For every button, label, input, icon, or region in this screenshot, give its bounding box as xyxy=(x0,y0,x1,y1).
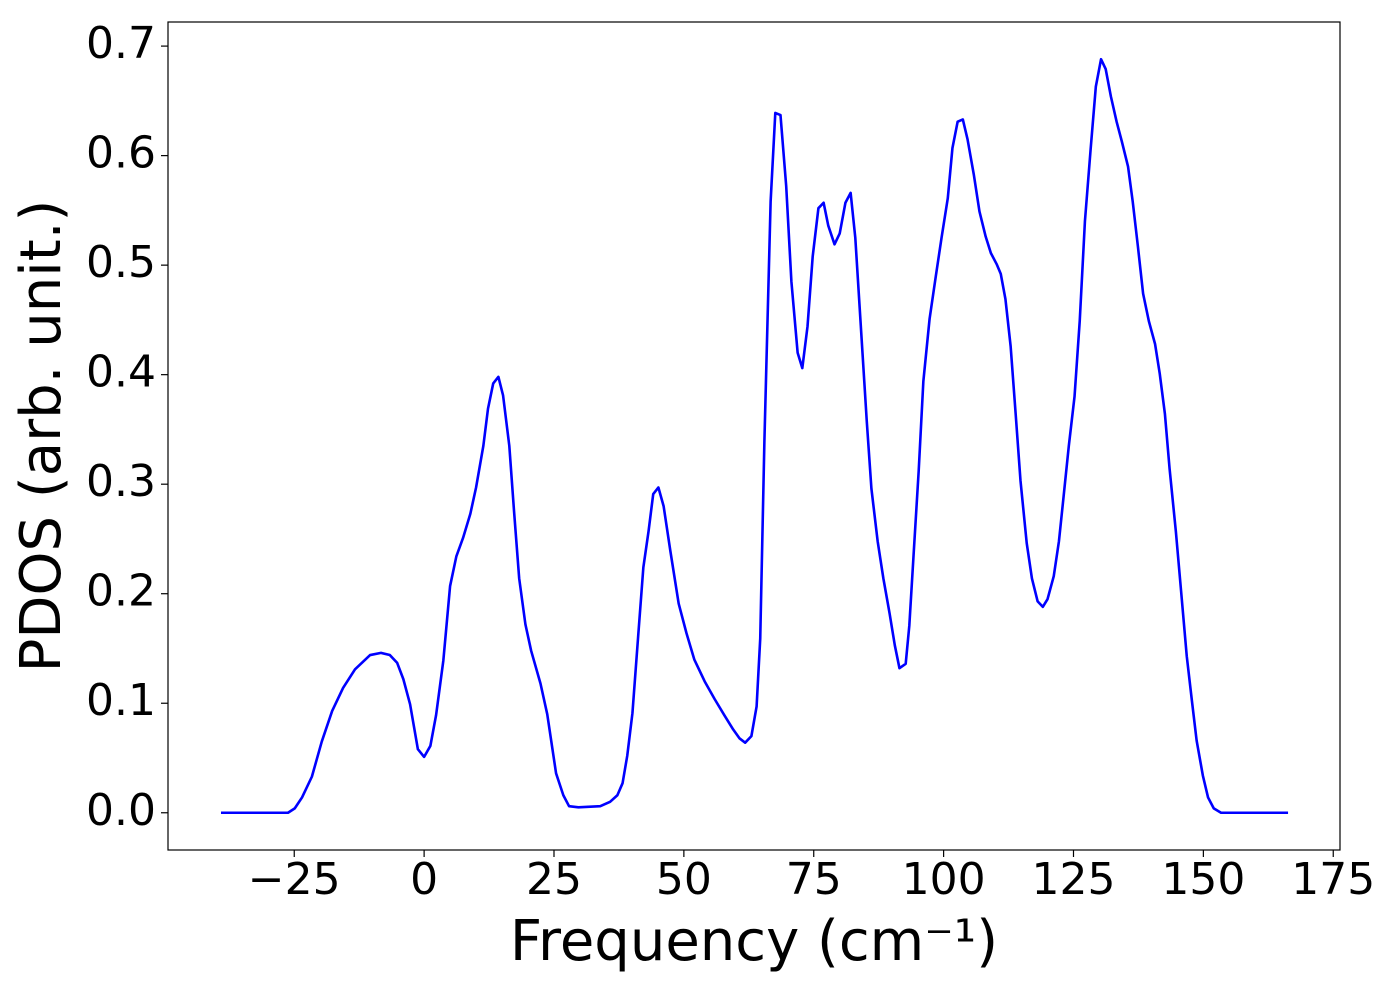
x-axis-label: Frequency (cm⁻¹) xyxy=(510,909,998,974)
y-tick-label: 0.2 xyxy=(86,566,156,617)
y-tick-label: 0.5 xyxy=(86,237,156,288)
x-tick-label: 50 xyxy=(656,854,712,905)
x-tick-label: 150 xyxy=(1161,854,1245,905)
y-tick-label: 0.7 xyxy=(86,18,156,69)
y-axis-label: PDOS (arb. unit.) xyxy=(9,200,74,673)
x-tick-label: 0 xyxy=(410,854,438,905)
plot-frame xyxy=(167,21,1341,851)
y-tick-label: 0.1 xyxy=(86,675,156,726)
y-tick-label: 0.0 xyxy=(86,785,156,836)
y-tick-label: 0.4 xyxy=(86,347,156,398)
y-tick-label: 0.6 xyxy=(86,128,156,179)
x-tick-label: −25 xyxy=(248,854,341,905)
x-tick-label: 125 xyxy=(1032,854,1116,905)
x-tick-label: 175 xyxy=(1291,854,1375,905)
x-tick-label: 75 xyxy=(786,854,842,905)
data-line xyxy=(220,57,1289,815)
x-tick-label: 100 xyxy=(902,854,986,905)
y-tick-label: 0.3 xyxy=(86,456,156,507)
x-tick-label: 25 xyxy=(526,854,582,905)
